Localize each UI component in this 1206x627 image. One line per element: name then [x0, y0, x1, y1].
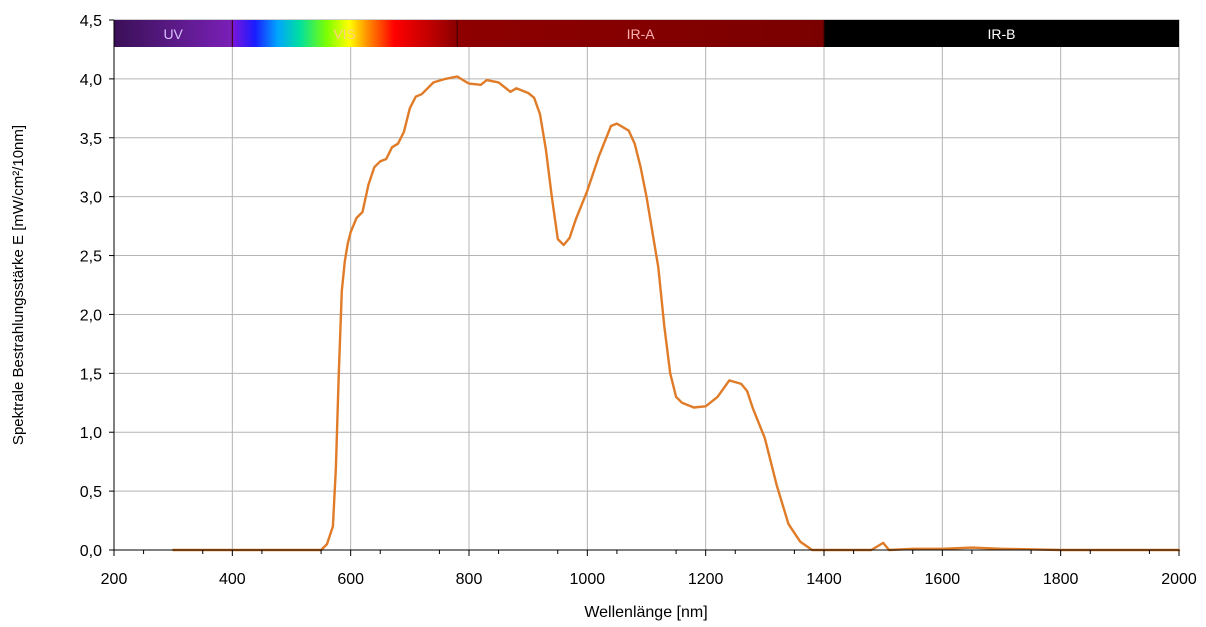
y-tick-label: 4,5: [80, 13, 102, 30]
band-ir-a: [457, 20, 824, 47]
x-tick-label: 400: [219, 571, 246, 588]
y-tick-label: 3,0: [80, 190, 102, 207]
x-tick-label: 800: [456, 571, 483, 588]
series-line: [172, 75, 1181, 552]
band-vis: [232, 20, 458, 47]
x-axis-ticks: 200 400 600 800 1000 1200 1400 1600 1800 2000: [101, 550, 1197, 588]
x-tick-label: 600: [337, 571, 364, 588]
y-tick-label: 2,0: [80, 307, 102, 324]
y-tick-label: 0,5: [80, 484, 102, 501]
band-ir-b: [824, 20, 1179, 47]
y-tick-label: 2,5: [80, 249, 102, 266]
y-tick-label: 1,5: [80, 366, 102, 383]
band-label: IR-A: [627, 26, 656, 42]
x-tick-label: 1000: [570, 571, 606, 588]
grid: [114, 19, 1180, 550]
series-layer: [172, 75, 1181, 552]
band-label: UV: [163, 26, 183, 42]
x-tick-label: 1200: [688, 571, 724, 588]
x-axis-label: Wellenlänge [nm]: [584, 604, 707, 621]
y-axis-label: Spektrale Bestrahlungsstärke E [mW/cm²/1…: [10, 125, 27, 445]
y-tick-label: 1,0: [80, 425, 102, 442]
band-label: VIS: [333, 26, 356, 42]
x-tick-label: 1400: [806, 571, 842, 588]
band-label: IR-B: [988, 26, 1016, 42]
y-tick-label: 0,0: [80, 543, 102, 560]
y-tick-label: 4,0: [80, 72, 102, 89]
y-axis-ticks: 0,0 0,5 1,0 1,5 2,0 2,5 3,0 3,5 4,0 4,5: [80, 13, 114, 560]
x-tick-label: 1800: [1043, 571, 1079, 588]
x-tick-label: 2000: [1161, 571, 1197, 588]
x-tick-label: 1600: [925, 571, 961, 588]
band-uv: [114, 20, 233, 47]
plot-area-border: [113, 19, 1180, 551]
y-tick-label: 3,5: [80, 131, 102, 148]
spectrum-band-bar: UV VIS IR-A IR-B: [114, 20, 1179, 47]
x-tick-label: 200: [101, 571, 128, 588]
